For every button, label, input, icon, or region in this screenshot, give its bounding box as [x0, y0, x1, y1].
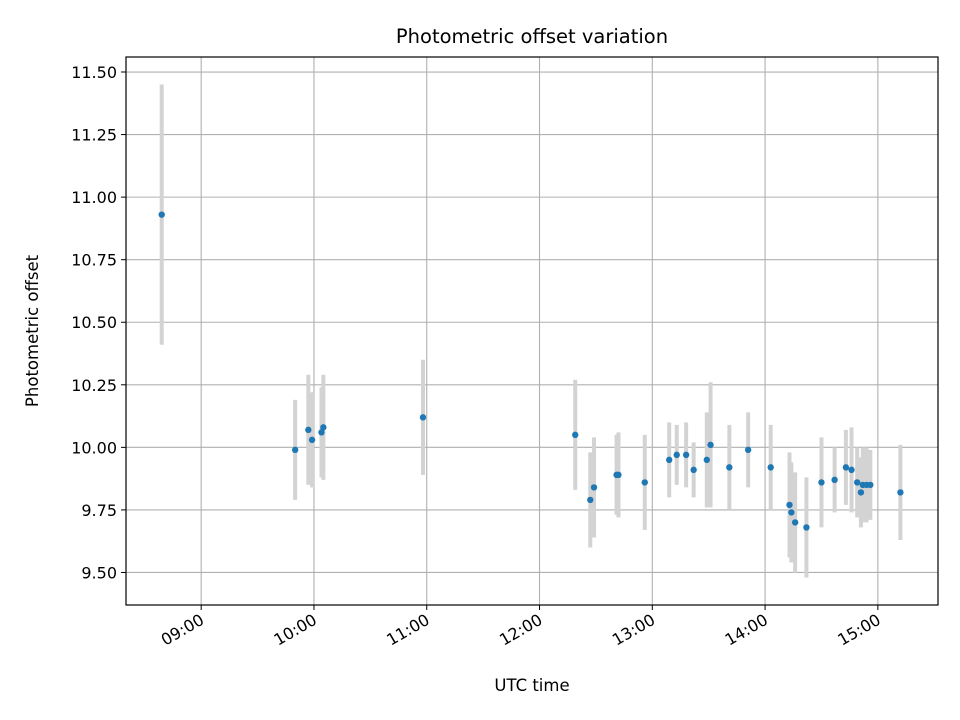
y-tick-label: 10.25 — [71, 376, 117, 395]
data-point — [318, 429, 325, 436]
data-point — [703, 456, 711, 464]
data-point — [791, 519, 799, 526]
data-point — [590, 484, 598, 491]
x-axis-label: UTC time — [494, 676, 569, 695]
data-point — [682, 451, 690, 459]
data-point — [641, 479, 648, 486]
chart-title: Photometric offset variation — [396, 25, 668, 48]
data-point — [831, 476, 838, 484]
data-point — [572, 431, 579, 439]
data-point — [853, 479, 861, 486]
data-point — [305, 426, 312, 434]
data-point — [818, 479, 825, 486]
y-tick-label: 10.00 — [71, 438, 117, 457]
data-point — [786, 501, 793, 509]
y-tick-label: 10.75 — [71, 251, 117, 270]
data-point — [857, 489, 865, 496]
data-point — [848, 466, 855, 474]
y-axis-label: Photometric offset — [23, 254, 42, 407]
grid — [126, 57, 938, 605]
data-point — [320, 424, 327, 431]
data-point — [744, 446, 752, 454]
y-tick-label: 9.75 — [81, 501, 117, 520]
data-point — [690, 466, 697, 474]
y-tick-label: 11.00 — [71, 188, 117, 207]
data-point — [615, 471, 622, 479]
data-point — [291, 446, 299, 454]
plot-area-frame — [125, 56, 939, 606]
data-point — [897, 489, 904, 496]
data-point — [788, 509, 795, 516]
data-point — [666, 456, 673, 464]
y-tick-label: 11.50 — [71, 63, 117, 82]
y-tick-label: 11.25 — [71, 126, 117, 145]
data-point — [726, 464, 733, 471]
y-axis-ticks: 9.50 9.75 10.00 10.25 10.50 10.75 11.00 11.25 11… — [71, 63, 126, 582]
data-point — [707, 441, 714, 449]
y-tick-label: 9.50 — [81, 563, 117, 582]
data-points — [158, 211, 904, 531]
data-point — [867, 481, 874, 489]
data-point — [419, 414, 427, 421]
data-point — [587, 496, 594, 504]
data-point — [308, 436, 316, 444]
data-point — [842, 464, 850, 471]
data-point — [767, 464, 774, 471]
y-tick-label: 10.50 — [71, 313, 117, 332]
data-point — [803, 524, 810, 531]
data-point — [673, 451, 680, 459]
data-point — [158, 211, 165, 218]
